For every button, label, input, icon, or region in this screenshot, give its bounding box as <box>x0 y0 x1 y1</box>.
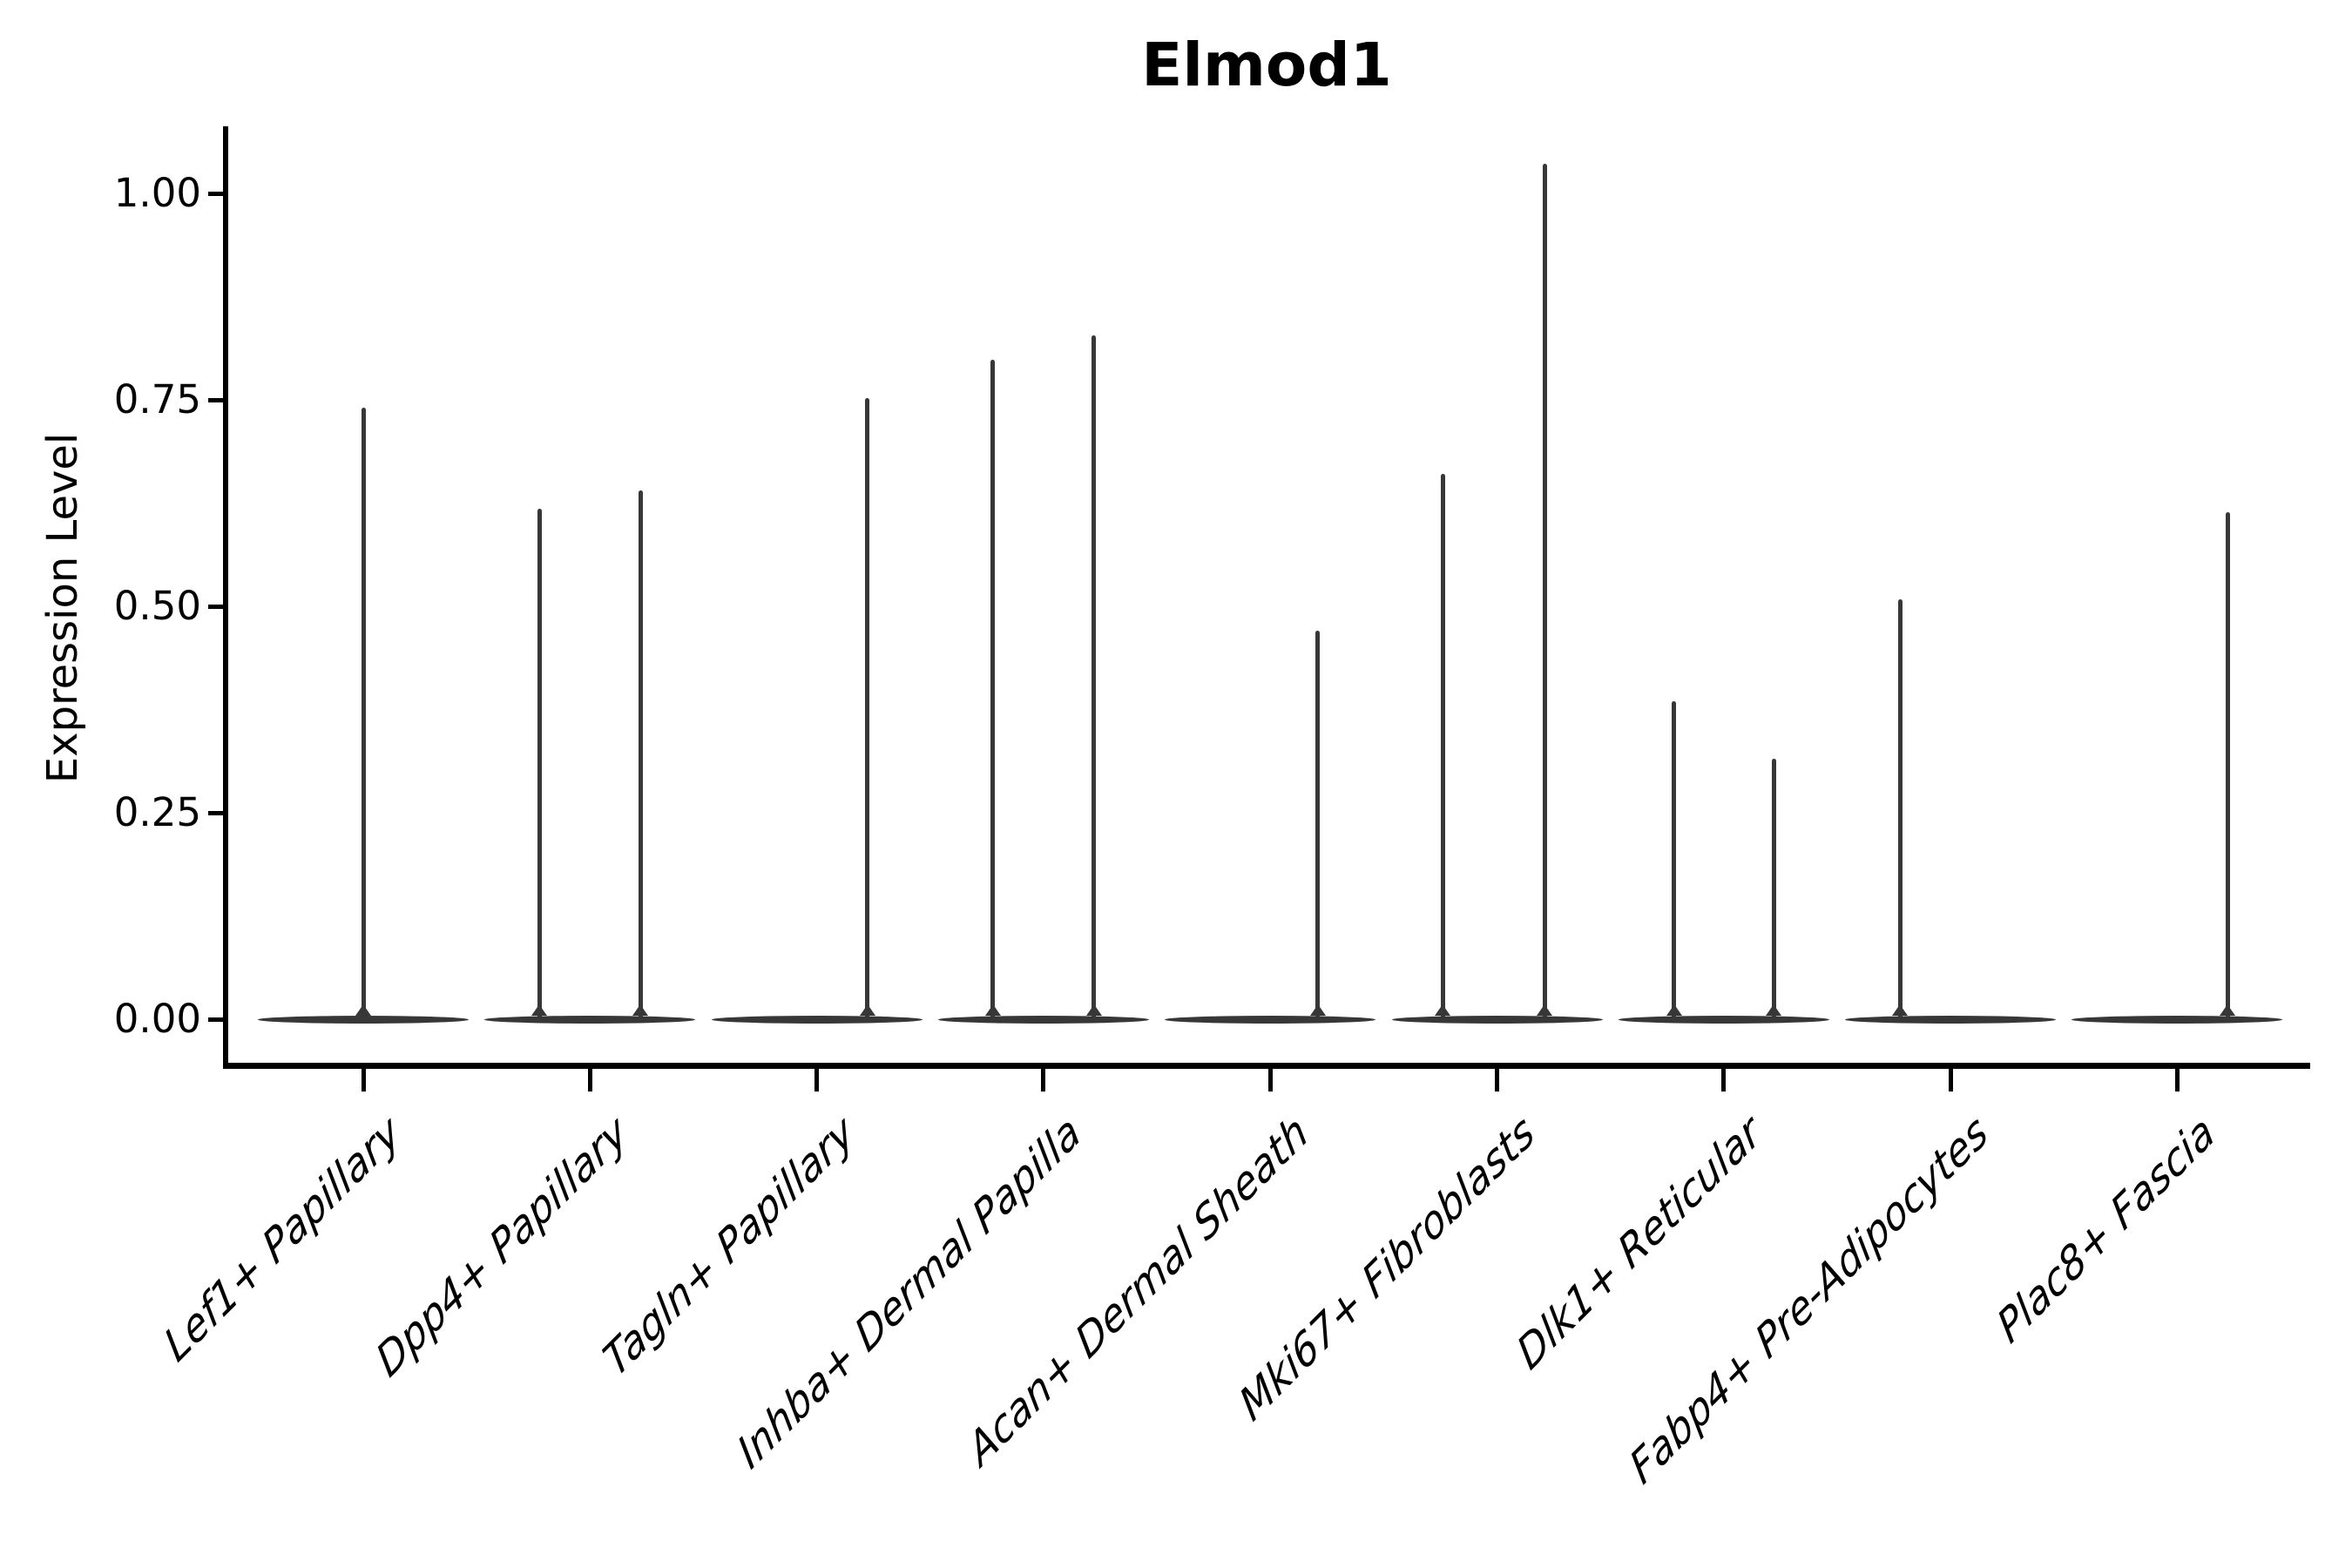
x-axis-category-label: Fabp4+ Pre-Adipocytes <box>1622 1105 1996 1496</box>
spike-base-flare <box>984 1004 1001 1016</box>
spike-base-flare <box>859 1004 875 1016</box>
y-tick-label: 0.00 <box>113 996 201 1042</box>
plot-area <box>223 126 2310 1069</box>
x-tick-mark <box>1495 1069 1499 1092</box>
spike-base-flare <box>1537 1004 1553 1016</box>
violin-spike <box>537 509 542 1019</box>
y-tick-mark <box>208 191 223 196</box>
x-tick-mark <box>814 1069 820 1092</box>
violin-baseline <box>1845 1015 2057 1024</box>
violin-baseline <box>1618 1015 1829 1024</box>
x-tick-mark <box>2174 1069 2180 1092</box>
x-axis-category-label: Plac8+ Fascia <box>1990 1105 2223 1355</box>
x-tick-mark <box>1721 1069 1727 1092</box>
x-axis-category-label: Lef1+ Papillary <box>157 1105 409 1373</box>
spike-base-flare <box>531 1004 548 1016</box>
x-tick-mark <box>1948 1069 1953 1092</box>
violin-baseline <box>258 1015 469 1024</box>
y-tick-label: 1.00 <box>113 170 201 216</box>
violin-spike <box>638 490 643 1019</box>
violin-baseline <box>937 1015 1149 1024</box>
spike-base-flare <box>1085 1004 1102 1016</box>
y-tick-label: 0.50 <box>113 583 201 629</box>
violin-spike <box>1771 759 1776 1019</box>
y-tick-mark <box>208 810 223 815</box>
plot-title: Elmod1 <box>1141 30 1392 100</box>
spike-base-flare <box>2220 1004 2236 1016</box>
y-tick-mark <box>208 397 223 402</box>
violin-spike <box>1897 599 1903 1019</box>
violin-spike <box>1672 701 1677 1019</box>
violin-baseline <box>2072 1015 2283 1024</box>
violin-spike <box>990 360 996 1019</box>
violin-baseline <box>1391 1015 1603 1024</box>
x-axis-category-label: Dpp4+ Papillary <box>368 1105 636 1389</box>
x-tick-mark <box>587 1069 592 1092</box>
spike-base-flare <box>1766 1004 1782 1016</box>
violin-spike <box>1542 163 1547 1019</box>
spike-base-flare <box>1666 1004 1682 1016</box>
spike-base-flare <box>632 1004 649 1016</box>
spike-base-flare <box>355 1004 371 1016</box>
violin-baseline <box>711 1015 923 1024</box>
violin-spike <box>1315 631 1321 1019</box>
violin-spike <box>2225 511 2230 1019</box>
spike-base-flare <box>1435 1004 1451 1016</box>
violin-baseline <box>484 1015 696 1024</box>
spike-base-flare <box>1309 1004 1326 1016</box>
violin-spike <box>865 398 870 1019</box>
violin-baseline <box>1165 1015 1376 1024</box>
x-tick-mark <box>1041 1069 1046 1092</box>
spike-base-flare <box>1892 1004 1909 1016</box>
y-tick-mark <box>208 604 223 609</box>
violin-spike <box>361 408 366 1019</box>
violin-spike <box>1092 335 1097 1019</box>
y-tick-mark <box>208 1017 223 1022</box>
y-tick-label: 0.75 <box>113 376 201 422</box>
violin-spike <box>1440 474 1445 1019</box>
x-tick-mark <box>361 1069 366 1092</box>
y-tick-label: 0.25 <box>113 789 201 835</box>
x-tick-mark <box>1267 1069 1273 1092</box>
x-axis-category-label: Dlk1+ Reticular <box>1510 1105 1769 1382</box>
